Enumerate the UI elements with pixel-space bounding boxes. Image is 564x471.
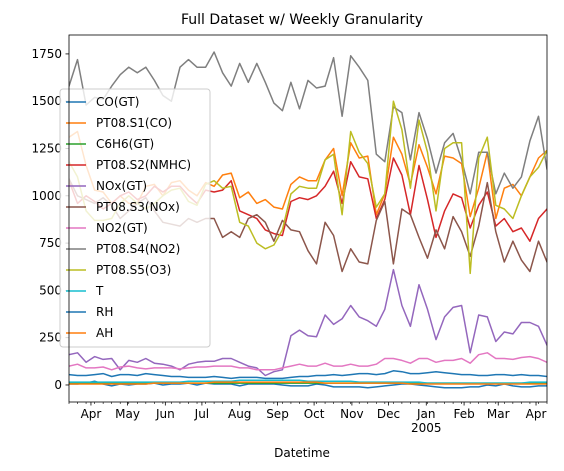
legend: CO(GT) PT08.S1(CO) C6H6(GT) PT08.S2(NMHC) NO… [59,88,211,348]
series-line-10 [69,370,547,380]
y-tick-label: 500 [39,283,62,297]
x-tick-label: Dec [377,407,400,421]
series-line-9 [69,379,547,384]
x-axis-label: Datetime [274,446,330,460]
legend-label: CO(GT) [96,95,139,109]
legend-label: NOx(GT) [96,179,147,193]
legend-box [59,88,211,348]
y-tick-label: 250 [39,331,62,345]
series-line-11 [69,381,547,385]
legend-label: NO2(GT) [96,221,148,235]
x-tick-label: Jan [416,407,436,421]
x-tick-label: Mar [487,407,510,421]
series-line-4 [69,268,547,377]
y-axis: 0 250 500 750 1000 1250 1500 1750 [31,47,69,392]
x-tick-label: Jul [194,407,209,421]
legend-label: AH [96,326,113,340]
chart-title: Full Dataset w/ Weekly Granularity [181,12,423,28]
x-tick-label: Feb [453,407,474,421]
legend-label: PT08.S1(CO) [96,116,172,130]
x-tick-label: Oct [304,407,325,421]
x-tick-label: Aug [228,407,251,421]
legend-label: PT08.S4(NO2) [96,242,180,256]
legend-label: PT08.S3(NOx) [96,200,180,214]
plot-frame [68,34,548,403]
legend-label: PT08.S5(O3) [96,263,171,277]
x-tick-label: Nov [340,407,363,421]
legend-label: PT08.S2(NMHC) [96,158,191,172]
legend-label: RH [96,305,113,319]
y-tick-label: 0 [54,378,62,392]
series-line-7 [69,51,547,195]
x-tick-label: Sep [266,407,289,421]
x-tick-label: Apr [81,407,102,421]
y-tick-label: 1750 [31,47,62,61]
legend-label: C6H6(GT) [96,137,154,151]
x-tick-label: May [115,407,140,421]
x-tick-label: Apr [526,407,547,421]
x-tick-label: Jun [155,407,175,421]
series-line-6 [69,352,547,371]
y-tick-label: 1000 [31,189,62,203]
y-tick-label: 1500 [31,94,62,108]
y-tick-label: 750 [39,236,62,250]
y-tick-label: 1250 [31,142,62,156]
legend-label: T [95,284,104,298]
x-tick-sublabel: 2005 [411,421,442,435]
